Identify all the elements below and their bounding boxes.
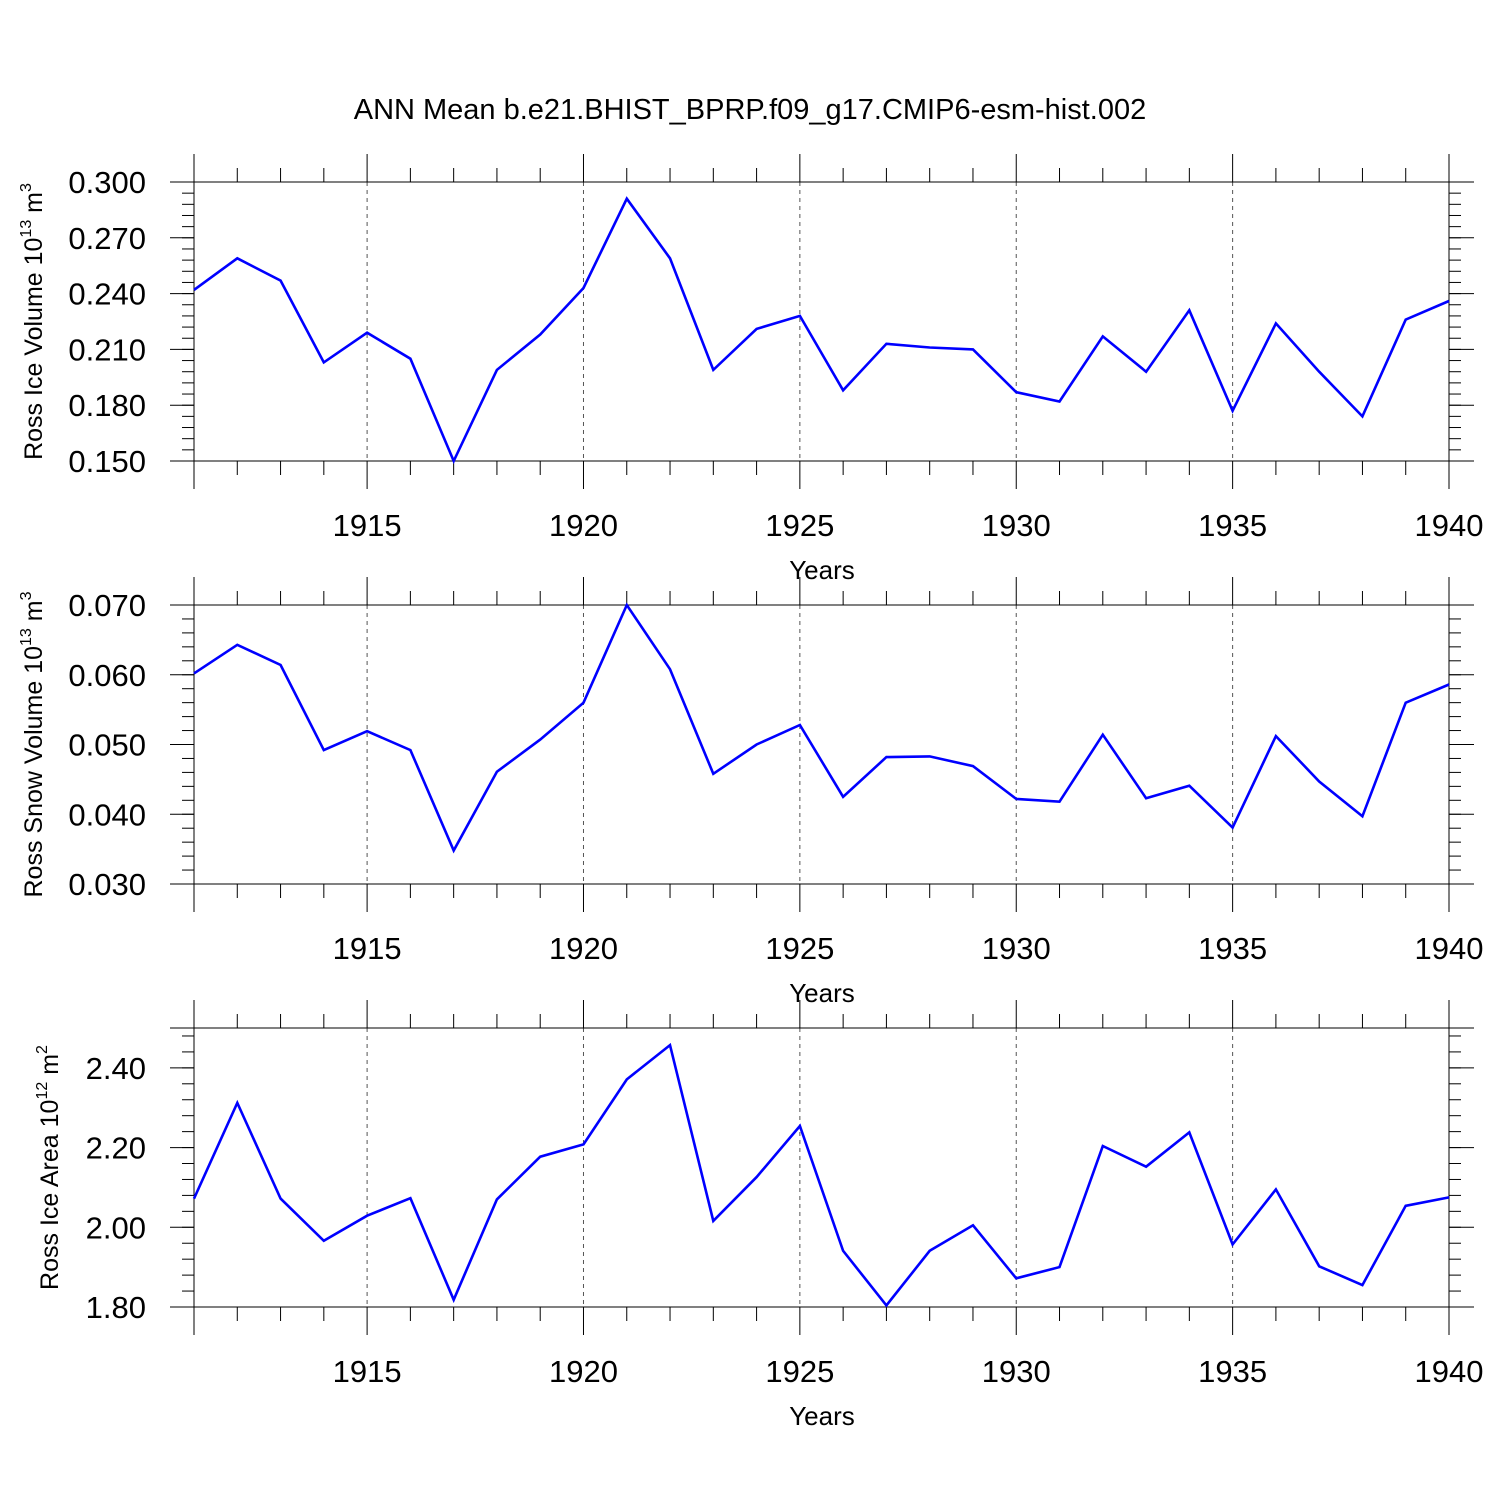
x-axis-label: Years (789, 555, 855, 585)
y-tick-label: 0.060 (68, 658, 146, 693)
x-tick-label: 1940 (1415, 931, 1484, 966)
x-tick-label: 1940 (1415, 508, 1484, 543)
y-tick-label: 2.40 (86, 1051, 146, 1086)
y-axis-label-unit: m (20, 192, 48, 220)
y-axis-label-unit-exp: 2 (34, 1045, 51, 1054)
y-tick-label: 0.240 (68, 277, 146, 312)
x-tick-label: 1925 (765, 508, 834, 543)
y-tick-label: 0.300 (68, 165, 146, 200)
x-tick-label: 1915 (333, 1354, 402, 1389)
y-axis-label: Ross Ice Volume 1013 m3 (18, 183, 48, 460)
y-axis-label-unit-exp: 3 (18, 591, 35, 600)
y-axis-label-unit: m (20, 600, 48, 628)
y-axis-label-text: Ross Ice Volume 10 (20, 238, 48, 460)
x-tick-label: 1930 (982, 1354, 1051, 1389)
chart-title: ANN Mean b.e21.BHIST_BPRP.f09_g17.CMIP6-… (354, 94, 1147, 126)
series-line-1 (192, 1042, 1450, 1308)
y-axis-label-exp: 12 (34, 1082, 51, 1100)
panel-3: 1915 1920 1925 1930 1935 1940 2.40 2.20 2.00 1.80… (34, 1000, 1483, 1431)
x-tick-label: 1930 (982, 508, 1051, 543)
x-tick-label: 1920 (549, 1354, 618, 1389)
x-axis-label: Years (789, 1401, 855, 1431)
y-tick-label: 1.80 (86, 1290, 146, 1325)
y-tick-label: 0.030 (68, 867, 146, 902)
y-tick-label: 0.070 (68, 588, 146, 623)
y-tick-label: 0.150 (68, 444, 146, 479)
y-tick-label: 2.00 (86, 1210, 146, 1245)
y-axis-label: Ross Snow Volume 1013 m3 (18, 591, 48, 897)
y-tick-label: 0.270 (68, 221, 146, 256)
x-tick-label: 1920 (549, 508, 618, 543)
x-tick-label: 1935 (1198, 508, 1267, 543)
x-tick-label: 1930 (982, 931, 1051, 966)
y-axis-label-text: Ross Ice Area 10 (36, 1100, 64, 1290)
y-axis-label-exp: 13 (18, 628, 35, 646)
x-tick-label: 1940 (1415, 1354, 1484, 1389)
y-tick-label: 0.050 (68, 728, 146, 763)
y-axis-label-unit-exp: 3 (18, 183, 35, 192)
x-tick-label: 1920 (549, 931, 618, 966)
y-axis-label-text: Ross Snow Volume 10 (20, 646, 48, 898)
y-tick-label: 0.180 (68, 388, 146, 423)
y-axis-label-exp: 13 (18, 220, 35, 238)
panel-2: 1915 1920 1925 1930 1935 1940 0.070 0.060 0.050 0… (18, 577, 1483, 1008)
series-line-1 (193, 602, 1450, 854)
y-tick-label: 2.20 (86, 1131, 146, 1166)
y-tick-label: 0.210 (68, 332, 146, 367)
y-tick-label: 0.040 (68, 797, 146, 832)
x-tick-label: 1935 (1198, 1354, 1267, 1389)
x-tick-label: 1915 (333, 931, 402, 966)
x-tick-label: 1925 (765, 1354, 834, 1389)
x-tick-label: 1915 (333, 508, 402, 543)
x-tick-label: 1935 (1198, 931, 1267, 966)
y-axis-label-unit: m (36, 1054, 64, 1082)
y-axis-label: Ross Ice Area 1012 m2 (34, 1045, 64, 1290)
series-line-1 (193, 196, 1450, 465)
x-tick-label: 1925 (765, 931, 834, 966)
panel-1: 1915 1920 1925 1930 1935 1940 0.300 0.270 0.240 0… (18, 154, 1483, 585)
x-axis-label: Years (789, 978, 855, 1008)
